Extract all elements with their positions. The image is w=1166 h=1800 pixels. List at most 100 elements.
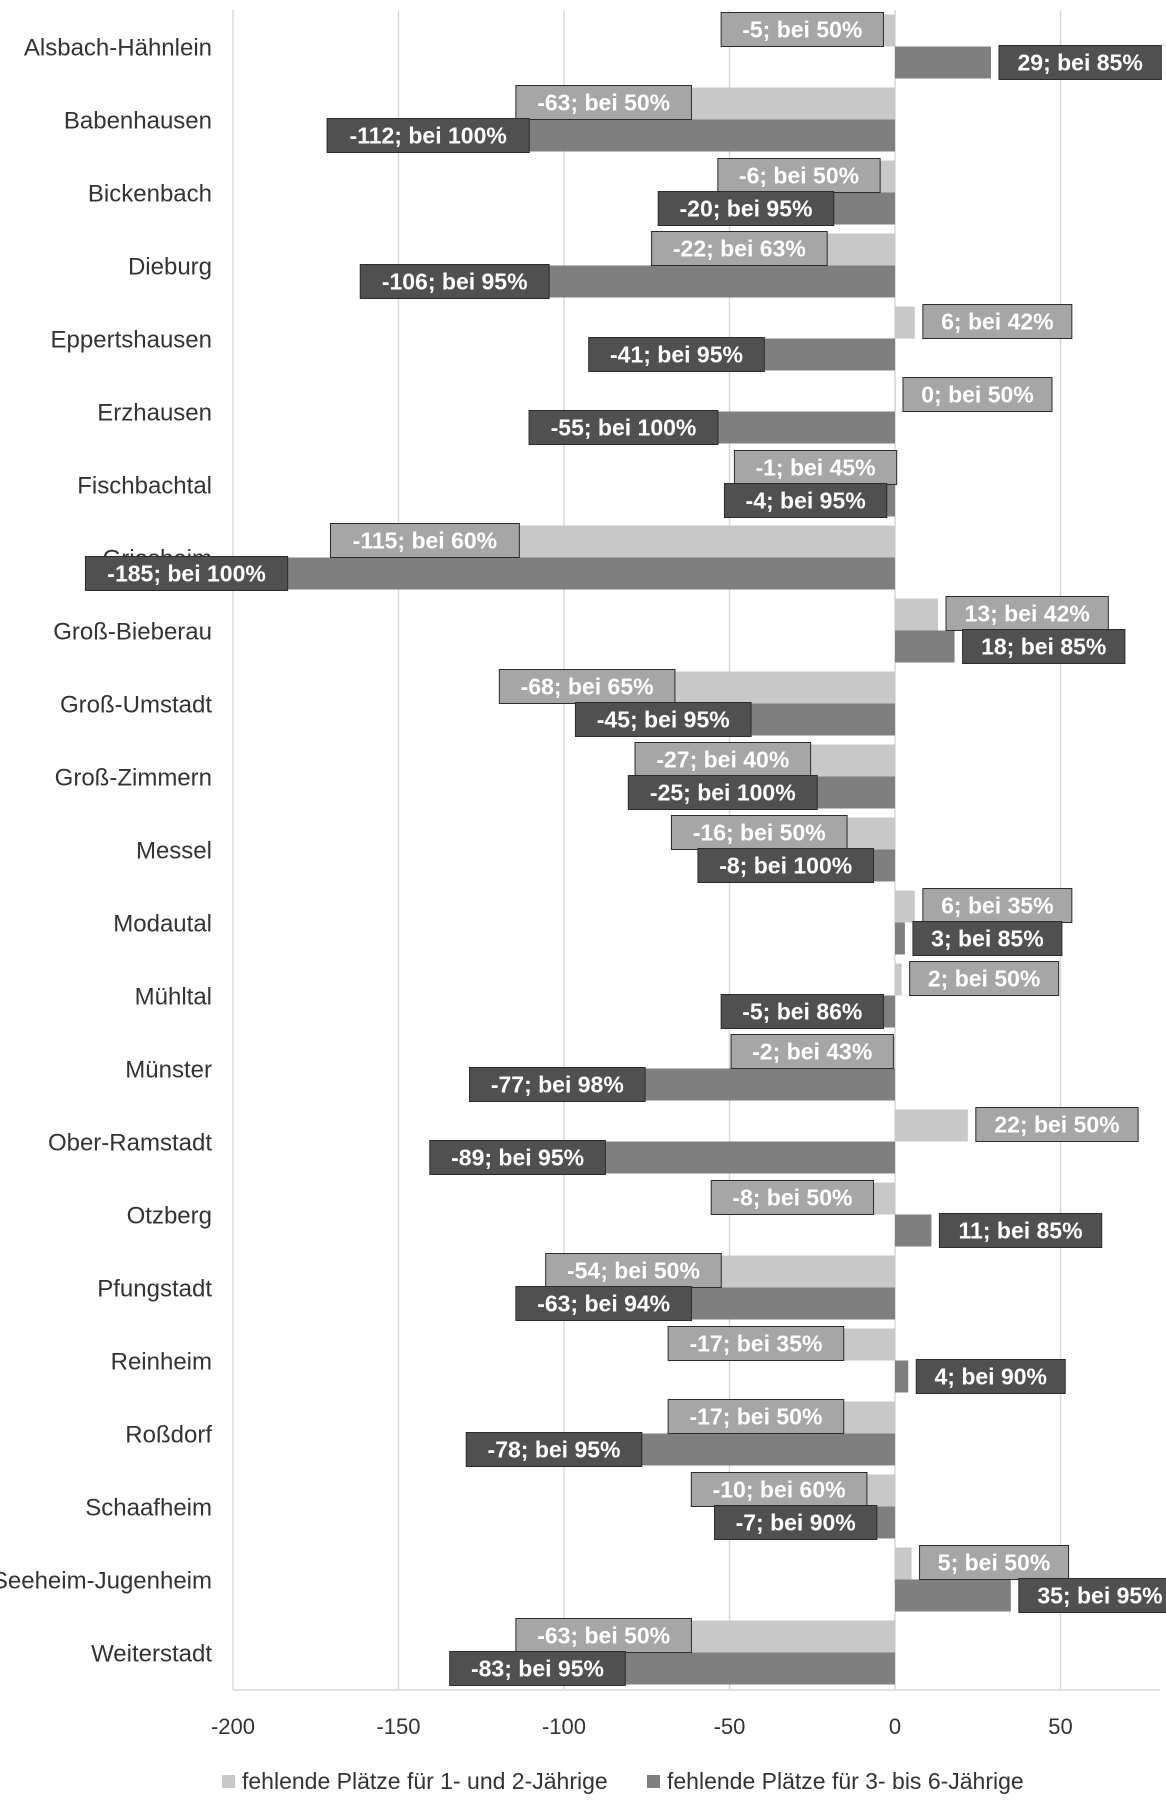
bar-1-2-jaehrige: [838, 1328, 895, 1361]
data-label: -41; bei 95%: [610, 342, 743, 368]
data-label-box: [714, 1505, 878, 1540]
data-label-box: [690, 1472, 868, 1507]
data-label-box: [975, 1107, 1139, 1142]
data-label: -16; bei 50%: [693, 820, 826, 846]
data-label: -10; bei 60%: [713, 1477, 846, 1503]
bar-3-6-jaehrige: [828, 192, 895, 225]
data-label-box: [720, 12, 884, 47]
data-label: 6; bei 35%: [941, 893, 1054, 919]
category-label: Otzberg: [127, 1203, 212, 1230]
data-label: 4; bei 90%: [934, 1364, 1047, 1390]
bar-1-2-jaehrige: [895, 379, 896, 412]
legend-label: fehlende Plätze für 3- bis 6-Jährige: [667, 1768, 1024, 1794]
category-label: Schaafheim: [85, 1495, 212, 1522]
data-label: -63; bei 50%: [537, 90, 670, 116]
data-label-box: [84, 556, 289, 591]
data-label: -7; bei 90%: [736, 1510, 856, 1536]
data-label: -77; bei 98%: [491, 1072, 624, 1098]
legend-swatch: [222, 1775, 235, 1788]
category-label: Erzhausen: [97, 400, 212, 427]
x-tick-label: -100: [542, 1714, 586, 1739]
bar-1-2-jaehrige: [838, 1401, 895, 1434]
data-label: 2; bei 50%: [928, 966, 1041, 992]
data-label-box: [588, 337, 765, 372]
data-label-box: [449, 1651, 626, 1686]
category-label: Weiterstadt: [91, 1641, 212, 1668]
legend-swatch: [647, 1775, 660, 1788]
category-label: Ober-Ramstadt: [48, 1130, 212, 1157]
data-label: -68; bei 65%: [521, 674, 654, 700]
bar-3-6-jaehrige: [686, 1287, 895, 1320]
data-label-box: [717, 158, 881, 193]
data-label-box: [528, 410, 719, 445]
x-tick-label: 0: [889, 1714, 901, 1739]
data-label-box: [962, 629, 1126, 664]
data-label: -4; bei 95%: [746, 488, 866, 514]
data-label: -5; bei 86%: [742, 999, 862, 1025]
bar-3-6-jaehrige: [812, 776, 895, 809]
bar-3-6-jaehrige: [600, 1141, 895, 1174]
data-label: -112; bei 100%: [350, 123, 507, 149]
bar-1-2-jaehrige: [716, 1255, 895, 1288]
bar-1-2-jaehrige: [842, 817, 895, 850]
bar-3-6-jaehrige: [640, 1068, 895, 1101]
data-label-box: [627, 775, 818, 810]
data-label-box: [574, 702, 752, 737]
data-label: -8; bei 50%: [732, 1185, 852, 1211]
data-label: -185; bei 100%: [107, 561, 266, 587]
data-label: 11; bei 85%: [959, 1218, 1083, 1244]
data-label-box: [329, 523, 520, 558]
category-label: Eppertshausen: [51, 327, 212, 354]
data-label-box: [651, 231, 828, 266]
data-label-box: [697, 848, 875, 883]
x-tick-label: 50: [1048, 1714, 1072, 1739]
data-label: -20; bei 95%: [680, 196, 813, 222]
bar-3-6-jaehrige: [544, 265, 895, 298]
bar-3-6-jaehrige: [871, 1506, 895, 1539]
data-label-box: [915, 1359, 1066, 1394]
data-label: -83; bei 95%: [471, 1656, 604, 1682]
data-label-box: [922, 888, 1073, 923]
data-label: -8; bei 100%: [719, 853, 852, 879]
data-label: -1; bei 45%: [755, 455, 875, 481]
bar-1-2-jaehrige: [686, 87, 895, 120]
bar-1-2-jaehrige: [895, 1109, 968, 1142]
category-labels: Alsbach-Hähnlein Babenhausen Bickenbach Die…: [0, 35, 212, 1668]
bar-1-2-jaehrige: [895, 890, 915, 923]
bars: [282, 14, 1011, 1685]
bar-1-2-jaehrige: [861, 1474, 895, 1507]
data-label-box: [515, 1618, 692, 1653]
data-label-box: [902, 377, 1053, 412]
bar-3-6-jaehrige: [895, 1214, 932, 1247]
data-label: -25; bei 100%: [650, 780, 796, 806]
data-label-box: [730, 1034, 894, 1069]
bar-3-6-jaehrige: [895, 630, 955, 663]
bar-3-6-jaehrige: [620, 1652, 895, 1685]
data-label: 6; bei 42%: [941, 309, 1054, 335]
bar-3-6-jaehrige: [636, 1433, 895, 1466]
category-label: Seeheim-Jugenheim: [0, 1568, 212, 1595]
x-tick-label: -200: [211, 1714, 255, 1739]
bar-3-6-jaehrige: [895, 1360, 909, 1393]
category-label: Alsbach-Hähnlein: [24, 35, 212, 62]
data-label: -89; bei 95%: [451, 1145, 584, 1171]
bar-1-2-jaehrige: [514, 525, 895, 558]
data-label: 0; bei 50%: [921, 382, 1034, 408]
data-label: -45; bei 95%: [597, 707, 730, 733]
category-label: Groß-Umstadt: [60, 692, 212, 719]
data-label-box: [359, 264, 550, 299]
category-label: Pfungstadt: [97, 1276, 212, 1303]
bar-3-6-jaehrige: [712, 411, 895, 444]
bar-1-2-jaehrige: [822, 233, 895, 266]
legend-label: fehlende Plätze für 1- und 2-Jährige: [242, 1768, 608, 1794]
data-label-box: [919, 1545, 1070, 1580]
category-label: Mühltal: [135, 984, 212, 1011]
category-label: Roßdorf: [125, 1422, 212, 1449]
data-label: -27; bei 40%: [656, 747, 789, 773]
data-label-box: [670, 815, 848, 850]
data-label: -17; bei 50%: [689, 1404, 822, 1430]
data-label: -78; bei 95%: [488, 1437, 621, 1463]
bar-1-2-jaehrige: [669, 671, 895, 704]
data-labels: -5; bei 50% 29; bei 85% -63; bei 50% -112; …: [84, 12, 1166, 1686]
